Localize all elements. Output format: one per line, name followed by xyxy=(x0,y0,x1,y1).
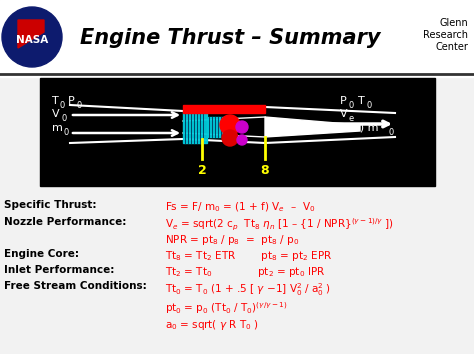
Text: P: P xyxy=(340,96,347,106)
Text: T: T xyxy=(358,96,365,106)
Bar xyxy=(40,78,435,186)
Text: 8: 8 xyxy=(261,164,269,177)
Text: V$_e$ = sqrt(2 c$_p$  Tt$_8$ $\eta_n$ [1 – {1 / NPR}$^{(\gamma-1)/\gamma}$ ]): V$_e$ = sqrt(2 c$_p$ Tt$_8$ $\eta_n$ [1 … xyxy=(165,217,394,233)
Polygon shape xyxy=(18,20,44,48)
Text: 0: 0 xyxy=(367,101,372,110)
Text: m: m xyxy=(52,123,63,133)
Text: Engine Core:: Engine Core: xyxy=(4,249,79,259)
Text: P: P xyxy=(68,96,75,106)
Circle shape xyxy=(2,7,62,67)
Text: Glenn
Research
Center: Glenn Research Center xyxy=(423,18,468,52)
Circle shape xyxy=(220,115,240,135)
Text: V: V xyxy=(52,109,60,119)
Circle shape xyxy=(237,135,247,145)
Text: Specific Thrust:: Specific Thrust: xyxy=(4,200,97,210)
Circle shape xyxy=(236,121,248,133)
Text: 0: 0 xyxy=(349,101,354,110)
Circle shape xyxy=(222,130,238,146)
Bar xyxy=(183,111,207,143)
Text: Free Stream Conditions:: Free Stream Conditions: xyxy=(4,281,147,291)
Text: 0: 0 xyxy=(60,101,65,110)
Text: Fs = F/ m$_0$ = (1 + f) V$_e$  –  V$_0$: Fs = F/ m$_0$ = (1 + f) V$_e$ – V$_0$ xyxy=(165,200,316,213)
Bar xyxy=(0,0,474,77)
Text: pt$_0$ = p$_0$ (Tt$_0$ / T$_0$)$^{(\gamma/ \gamma -1)}$: pt$_0$ = p$_0$ (Tt$_0$ / T$_0$)$^{(\gamm… xyxy=(165,300,288,316)
Bar xyxy=(208,117,224,137)
Text: 0: 0 xyxy=(61,114,66,123)
Text: Tt$_0$ = T$_0$ (1 + .5 [ $\gamma$ −1] V$_0^2$ / a$_0^2$ ): Tt$_0$ = T$_0$ (1 + .5 [ $\gamma$ −1] V$… xyxy=(165,281,331,298)
Text: 0: 0 xyxy=(77,101,82,110)
Text: 0: 0 xyxy=(389,128,394,137)
Text: Nozzle Performance:: Nozzle Performance: xyxy=(4,217,127,227)
Text: Tt$_8$ = Tt$_2$ ETR        pt$_8$ = pt$_2$ EPR: Tt$_8$ = Tt$_2$ ETR pt$_8$ = pt$_2$ EPR xyxy=(165,249,333,263)
Text: 2: 2 xyxy=(198,164,206,177)
Text: Tt$_2$ = Tt$_0$              pt$_2$ = pt$_0$ IPR: Tt$_2$ = Tt$_0$ pt$_2$ = pt$_0$ IPR xyxy=(165,265,326,279)
Text: a$_0$ = sqrt( $\gamma$ R T$_0$ ): a$_0$ = sqrt( $\gamma$ R T$_0$ ) xyxy=(165,318,259,332)
Text: NPR = pt$_8$ / p$_8$  =  pt$_8$ / p$_0$: NPR = pt$_8$ / p$_8$ = pt$_8$ / p$_0$ xyxy=(165,233,300,247)
Text: 0: 0 xyxy=(63,128,68,137)
Text: V: V xyxy=(340,109,347,119)
Text: Engine Thrust – Summary: Engine Thrust – Summary xyxy=(80,28,380,48)
Text: Inlet Performance:: Inlet Performance: xyxy=(4,265,114,275)
Text: (1+f) m: (1+f) m xyxy=(335,123,379,133)
Text: T: T xyxy=(52,96,59,106)
Text: e: e xyxy=(349,114,354,123)
Text: NASA: NASA xyxy=(16,35,48,45)
Polygon shape xyxy=(265,117,360,137)
Bar xyxy=(183,105,265,113)
